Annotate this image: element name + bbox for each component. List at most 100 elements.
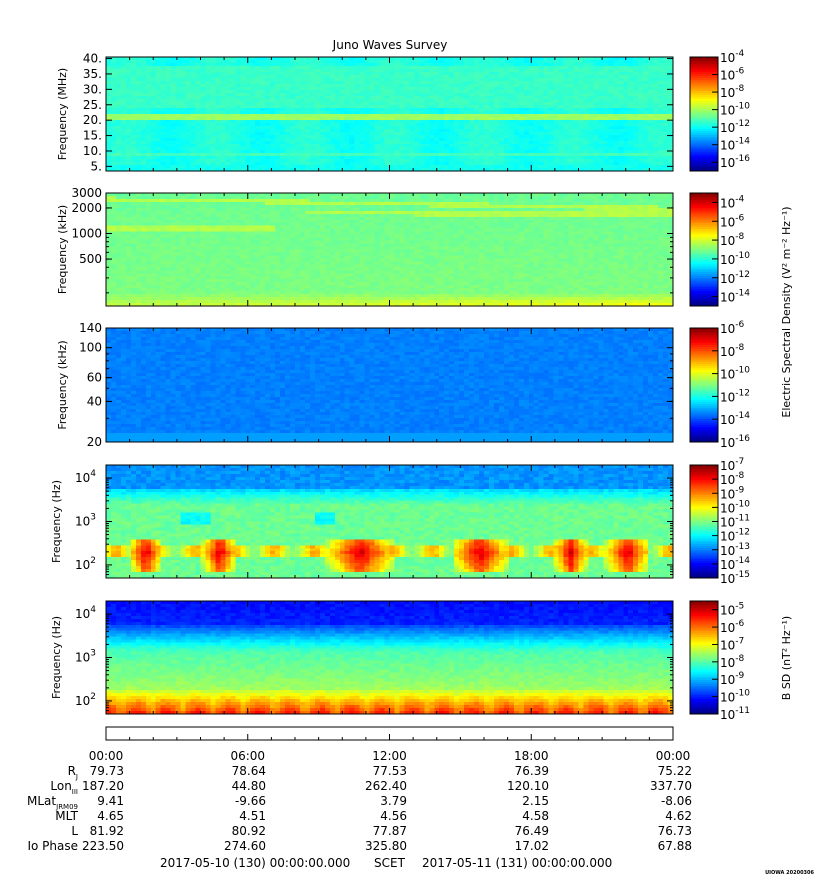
spectrogram-cell xyxy=(181,72,186,75)
spectrogram-cell xyxy=(623,72,628,75)
spectrogram-cell xyxy=(191,108,196,111)
spectrogram-cell xyxy=(255,120,260,123)
spectrogram-cell xyxy=(559,150,564,153)
spectrogram-cell xyxy=(499,93,504,96)
spectrogram-cell xyxy=(648,126,653,129)
spectrogram-cell xyxy=(569,150,574,153)
spectrogram-cell xyxy=(340,150,345,153)
spectrogram-cell xyxy=(320,57,325,60)
spectrogram-cell xyxy=(663,75,668,78)
spectrogram-cell xyxy=(564,147,569,150)
spectrogram-cell xyxy=(643,147,648,150)
spectrogram-cell xyxy=(295,120,300,123)
spectrogram-cell xyxy=(220,156,225,159)
spectrogram-cell xyxy=(409,165,414,168)
spectrogram-cell xyxy=(275,111,280,114)
spectrogram-cell xyxy=(275,105,280,108)
spectrogram-cell xyxy=(399,150,404,153)
spectrogram-cell xyxy=(250,57,255,60)
spectrogram-cell xyxy=(489,123,494,126)
spectrogram-cell xyxy=(658,199,663,202)
spectrogram-cell xyxy=(325,156,330,159)
spectrogram-cell xyxy=(399,66,404,69)
spectrogram-cell xyxy=(509,102,514,105)
spectrogram-cell xyxy=(225,99,230,102)
spectrogram-cell xyxy=(593,199,598,202)
spectrogram-cell xyxy=(255,144,260,147)
spectrogram-cell xyxy=(613,99,618,102)
spectrogram-cell xyxy=(320,93,325,96)
spectrogram-cell xyxy=(201,72,206,75)
colorbar-tick-label: 10-6 xyxy=(720,67,745,83)
spectrogram-cell xyxy=(653,153,658,156)
spectrogram-cell xyxy=(141,87,146,90)
spectrogram-cell xyxy=(559,105,564,108)
spectrogram-cell xyxy=(220,108,225,111)
spectrogram-cell xyxy=(181,102,186,105)
spectrogram-cell xyxy=(479,159,484,162)
spectrogram-cell xyxy=(320,78,325,81)
spectrogram-cell xyxy=(285,144,290,147)
spectrogram-cell xyxy=(424,69,429,72)
spectrogram-cell xyxy=(215,60,220,63)
spectrogram-cell xyxy=(658,132,663,135)
spectrogram-cell xyxy=(554,75,559,78)
spectrogram-cell xyxy=(618,129,623,132)
spectrogram-cell xyxy=(181,78,186,81)
spectrogram-cell xyxy=(205,78,210,81)
spectrogram-cell xyxy=(608,126,613,129)
spectrogram-cell xyxy=(335,193,340,196)
spectrogram-cell xyxy=(593,90,598,93)
spectrogram-cell xyxy=(240,129,245,132)
spectrogram-cell xyxy=(345,126,350,129)
spectrogram-cell xyxy=(365,60,370,63)
spectrogram-cell xyxy=(593,114,598,117)
spectrogram-cell xyxy=(499,114,504,117)
spectrogram-cell xyxy=(295,60,300,63)
spectrogram-cell xyxy=(375,99,380,102)
spectrogram-cell xyxy=(643,114,648,117)
spectrogram-cell xyxy=(474,81,479,84)
spectrogram-cell xyxy=(300,84,305,87)
spectrogram-cell xyxy=(554,132,559,135)
spectrogram-cell xyxy=(479,84,484,87)
spectrogram-cell xyxy=(295,72,300,75)
spectrogram-cell xyxy=(603,111,608,114)
spectrogram-cell xyxy=(404,135,409,138)
spectrogram-cell xyxy=(409,138,414,141)
spectrogram-cell xyxy=(166,57,171,60)
spectrogram-cell xyxy=(131,69,136,72)
spectrogram-cell xyxy=(370,111,375,114)
spectrogram-cell xyxy=(424,105,429,108)
spectrogram-cell xyxy=(608,193,613,196)
spectrogram-cell xyxy=(265,144,270,147)
spectrogram-cell xyxy=(623,93,628,96)
spectrogram-cell xyxy=(166,102,171,105)
spectrogram-cell xyxy=(544,141,549,144)
spectrogram-cell xyxy=(648,60,653,63)
spectrogram-cell xyxy=(613,75,618,78)
spectrogram-cell xyxy=(544,120,549,123)
spectrogram-cell xyxy=(191,144,196,147)
spectrogram-cell xyxy=(613,111,618,114)
spectrogram-cell xyxy=(484,132,489,135)
spectrogram-cell xyxy=(603,69,608,72)
spectrogram-cell xyxy=(116,199,121,202)
spectrogram-cell xyxy=(335,150,340,153)
spectrogram-cell xyxy=(240,202,245,205)
spectrogram-cell xyxy=(633,114,638,117)
spectrogram-cell xyxy=(320,202,325,205)
spectrogram-cell xyxy=(225,102,230,105)
spectrogram-cell xyxy=(225,138,230,141)
spectrogram-cell xyxy=(454,84,459,87)
spectrogram-cell xyxy=(414,120,419,123)
spectrogram-cell xyxy=(593,135,598,138)
spectrogram-cell xyxy=(459,147,464,150)
spectrogram-cell xyxy=(628,69,633,72)
spectrogram-cell xyxy=(434,202,439,205)
spectrogram-cell xyxy=(479,202,484,205)
spectrogram-cell xyxy=(325,75,330,78)
spectrogram-cell xyxy=(648,150,653,153)
spectrogram-cell xyxy=(404,66,409,69)
spectrogram-cell xyxy=(315,117,320,120)
